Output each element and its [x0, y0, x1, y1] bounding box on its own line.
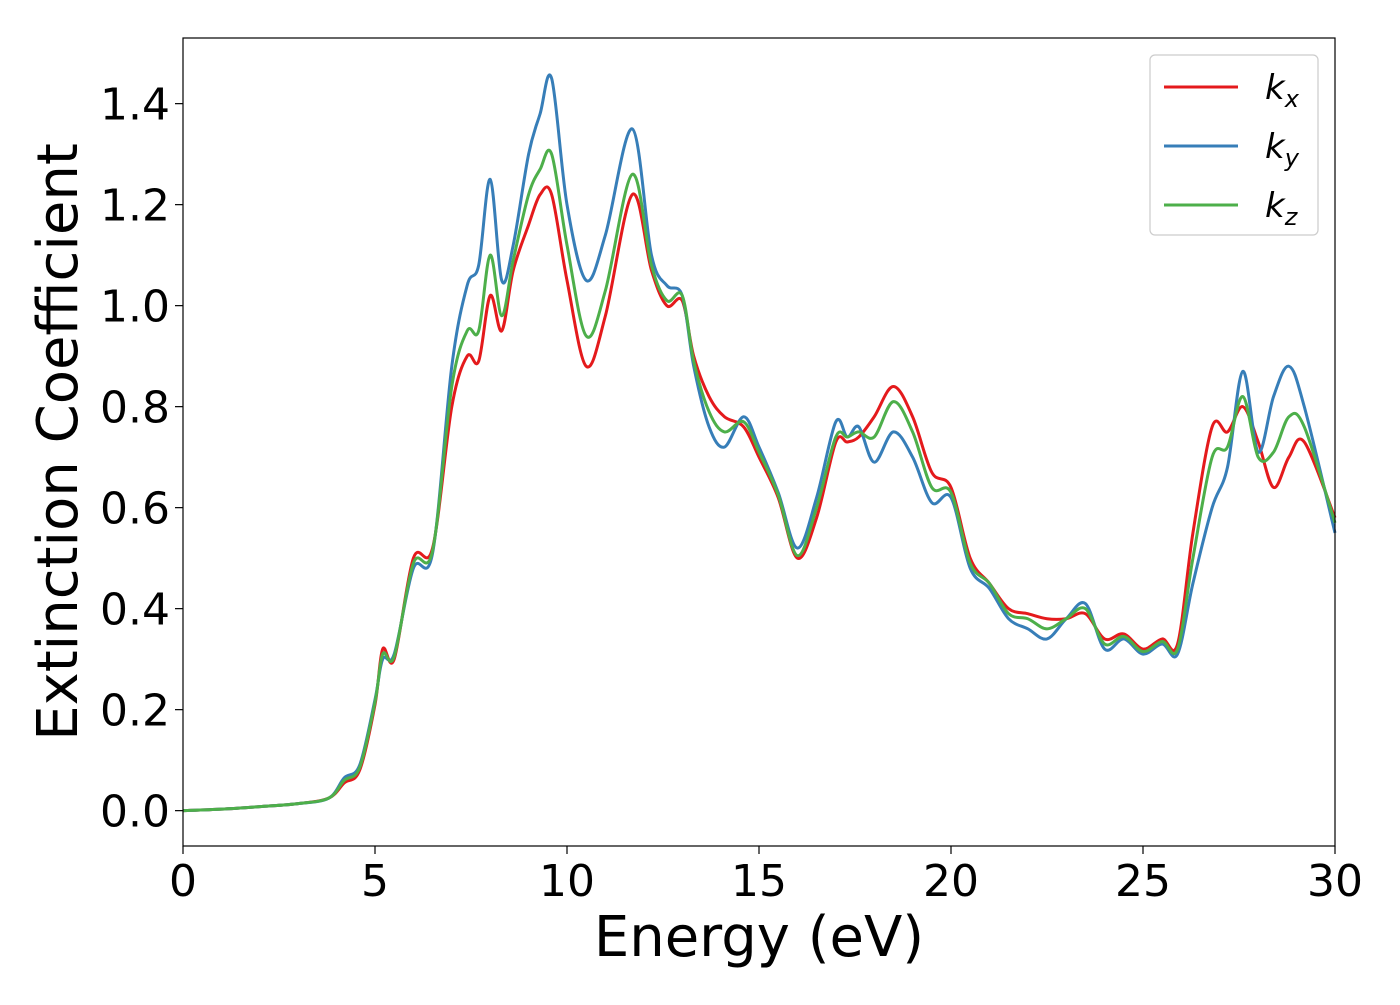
- x-tick-label: 15: [731, 856, 787, 907]
- x-axis-label: Energy (eV): [594, 905, 924, 970]
- y-tick-label: 0.6: [100, 484, 170, 535]
- y-tick-label: 1.4: [100, 80, 170, 131]
- x-axis-ticks: 0 5 10 15 20 25 30: [169, 846, 1363, 907]
- y-tick-label: 0.2: [100, 686, 170, 737]
- x-tick-label: 10: [539, 856, 595, 907]
- x-tick-label: 5: [361, 856, 389, 907]
- y-tick-label: 1.0: [100, 282, 170, 333]
- x-tick-label: 30: [1307, 856, 1363, 907]
- series-layer: [182, 73, 1337, 813]
- y-tick-label: 0.8: [100, 383, 170, 434]
- y-tick-label: 1.2: [100, 181, 170, 232]
- y-tick-label: 0.4: [100, 585, 170, 636]
- series-line-kz: [182, 148, 1337, 813]
- y-axis-ticks: 0.0 0.2 0.4 0.6 0.8 1.0 1.2 1.4: [100, 80, 183, 838]
- x-tick-label: 0: [169, 856, 197, 907]
- x-tick-label: 25: [1115, 856, 1171, 907]
- x-tick-label: 20: [923, 856, 979, 907]
- y-tick-label: 0.0: [100, 787, 170, 838]
- y-axis-label: Extinction Coefficient: [26, 143, 91, 741]
- series-line-kx: [182, 185, 1337, 813]
